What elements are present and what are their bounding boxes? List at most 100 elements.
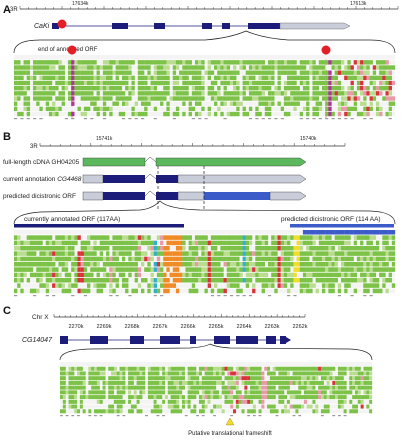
alignment-cell (207, 390, 211, 395)
alignment-cell (391, 262, 396, 267)
alignment-cell (331, 96, 335, 101)
alignment-cell (96, 371, 100, 376)
alignment-cell (213, 390, 217, 395)
alignment-cell (134, 262, 138, 267)
alignment-cell (226, 75, 231, 81)
alignment-cell (83, 262, 88, 267)
alignment-cell (26, 101, 31, 106)
alignment-cell (163, 111, 167, 117)
alignment-cell (108, 409, 112, 414)
alignment-cell (64, 288, 69, 294)
panel-a-exon (154, 23, 165, 29)
alignment-cell (136, 376, 140, 381)
alignment-cell (375, 256, 380, 262)
alignment-cell (198, 246, 202, 251)
alignment-cell (173, 385, 177, 390)
alignment-cell (190, 409, 194, 414)
alignment-cell (115, 251, 119, 256)
alignment-cell (166, 288, 170, 294)
alignment-cell (141, 96, 145, 101)
alignment-cell (284, 376, 288, 381)
alignment-cell (83, 91, 88, 96)
alignment-cell (350, 256, 354, 262)
alignment-cell (363, 267, 367, 272)
alignment-cell (354, 404, 358, 409)
alignment-cell (108, 404, 112, 409)
alignment-cell (331, 86, 335, 91)
alignment-cell (172, 235, 177, 240)
alignment-cell (382, 283, 386, 288)
alignment-cell (99, 288, 104, 294)
alignment-cell (303, 385, 307, 390)
alignment-cell (391, 251, 396, 256)
alignment-cell (315, 106, 319, 112)
alignment-cell (179, 96, 183, 101)
alignment-cell (184, 380, 188, 385)
alignment-cell (147, 70, 151, 75)
alignment-cell (272, 390, 276, 395)
alignment-cell (382, 272, 386, 278)
alignment-cell (74, 283, 78, 288)
alignment-cell (350, 106, 354, 112)
alignment-cell (309, 246, 313, 251)
alignment-cell (36, 256, 40, 262)
alignment-cell (125, 80, 129, 86)
alignment-cell (271, 65, 275, 70)
alignment-cell (343, 409, 347, 414)
alignment-cell (198, 371, 202, 376)
alignment-cell (179, 376, 183, 381)
alignment-cell (391, 283, 396, 288)
alignment-cell (363, 230, 367, 235)
alignment-cell (340, 404, 344, 409)
alignment-cell (295, 371, 299, 376)
alignment-cell (350, 80, 354, 86)
alignment-cell (277, 65, 281, 70)
alignment-cell (88, 395, 92, 400)
alignment-cell (193, 395, 197, 400)
alignment-cell (191, 251, 196, 256)
alignment-cell (230, 404, 234, 409)
alignment-cell (385, 235, 389, 240)
alignment-cell (93, 65, 97, 70)
alignment-cell (326, 380, 330, 385)
alignment-cell (325, 91, 329, 96)
alignment-cell (79, 385, 83, 390)
alignment-cell (261, 288, 265, 294)
alignment-cell (369, 267, 373, 272)
alignment-cell (65, 390, 69, 395)
alignment-cell (23, 251, 27, 256)
panel-c-exon (60, 336, 68, 344)
alignment-cell (121, 65, 126, 70)
alignment-cell (182, 70, 186, 75)
alignment-cell (153, 366, 157, 371)
alignment-cell (252, 262, 256, 267)
alignment-cell (284, 380, 288, 385)
alignment-cell (235, 371, 239, 376)
alignment-cell (136, 380, 140, 385)
alignment-cell (159, 366, 163, 371)
alignment-cell (356, 96, 361, 101)
alignment-cell (204, 246, 208, 251)
alignment-cell (292, 371, 296, 376)
alignment-cell (80, 75, 84, 81)
alignment-cell (64, 80, 69, 86)
conservation-mark (388, 118, 392, 120)
alignment-cell (45, 246, 50, 251)
alignment-cell (325, 230, 329, 235)
alignment-cell (74, 272, 78, 278)
alignment-cell (169, 240, 173, 246)
alignment-cell (309, 96, 313, 101)
alignment-cell (87, 65, 91, 70)
alignment-cell (85, 395, 89, 400)
alignment-cell (210, 390, 214, 395)
alignment-cell (68, 395, 72, 400)
alignment-cell (306, 404, 310, 409)
alignment-cell (353, 262, 358, 267)
alignment-cell (115, 235, 119, 240)
alignment-cell (113, 395, 117, 400)
alignment-cell (71, 251, 75, 256)
alignment-cell (147, 376, 151, 381)
alignment-cell (320, 409, 324, 414)
alignment-cell (344, 111, 348, 117)
alignment-cell (245, 256, 250, 262)
